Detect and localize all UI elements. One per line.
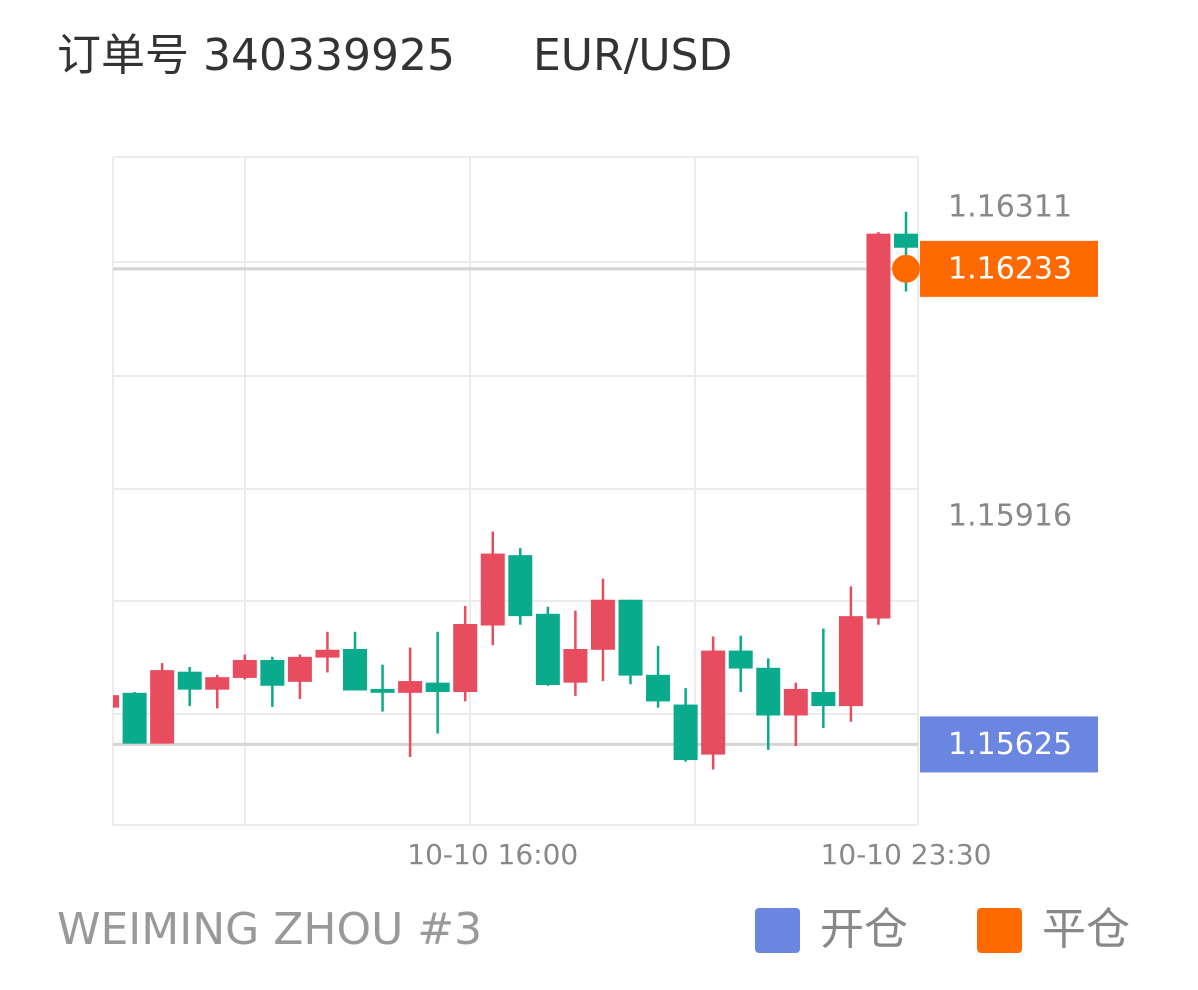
y-tick-label: 1.15916	[948, 498, 1072, 533]
legend-label: 平仓	[1042, 904, 1130, 955]
candle-body	[783, 688, 808, 716]
candle-body	[370, 688, 395, 693]
candle-body	[287, 656, 312, 682]
candle-body	[232, 659, 257, 678]
price-tag	[920, 716, 1098, 773]
candle-body	[425, 682, 450, 693]
y-tick-label: 1.16311	[948, 189, 1072, 224]
candle-body	[701, 650, 726, 755]
candle-body	[618, 599, 643, 676]
candle-body	[646, 674, 671, 702]
candle-body	[535, 613, 560, 685]
candle-body	[398, 681, 423, 693]
candle-body	[177, 671, 202, 690]
price-tag-label: 1.16233	[948, 251, 1072, 286]
candle-body	[838, 616, 863, 707]
x-tick-label: 10-10 16:00	[407, 838, 578, 871]
symbol: EUR/USD	[533, 30, 732, 81]
legend-swatch	[977, 908, 1022, 953]
price-tag	[920, 240, 1098, 297]
candle-body	[756, 667, 781, 716]
account: WEIMING ZHOU #3	[57, 904, 482, 955]
legend-swatch	[755, 908, 800, 953]
order-title: 订单号 340339925	[57, 30, 455, 81]
candle-body	[150, 670, 175, 744]
candle-body	[508, 555, 533, 617]
candle-body	[894, 233, 918, 248]
candle-body	[590, 599, 615, 650]
plot	[113, 211, 918, 770]
candle-body	[453, 623, 478, 693]
candle-body	[260, 659, 285, 686]
candle-body	[866, 233, 891, 619]
candle-body	[343, 649, 367, 691]
candle-body	[811, 692, 836, 707]
candle-body	[728, 650, 753, 669]
candle-body	[673, 704, 698, 761]
plot-frame	[112, 156, 919, 826]
close-dot	[892, 254, 920, 283]
candle-body	[113, 695, 120, 708]
candle-body	[122, 692, 147, 744]
price-tag-label: 1.15625	[948, 727, 1072, 762]
candle-body	[563, 649, 588, 683]
candle-body	[205, 677, 230, 690]
x-tick-label: 10-10 23:30	[821, 838, 992, 871]
candle-body	[480, 553, 505, 626]
legend-label: 开仓	[820, 904, 908, 955]
candle-body	[315, 649, 340, 658]
